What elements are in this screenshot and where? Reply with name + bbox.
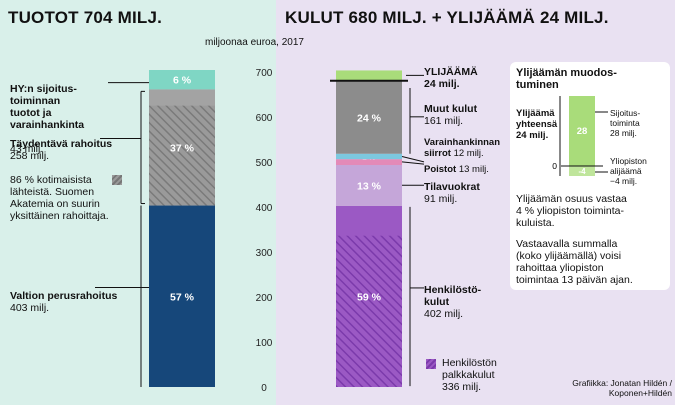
university-deficit-label: Yliopiston alijäämä −4 milj.	[610, 156, 647, 186]
cost-bar-subsegment	[336, 235, 402, 387]
y-tick-label: 0	[261, 383, 267, 394]
personnel-costs-label: Henkilöstö- kulut 402 milj.	[424, 284, 504, 320]
salary-costs-swatch	[426, 359, 436, 369]
personnel-costs-value: 402 milj.	[424, 308, 464, 320]
investment-income-value: 28	[577, 126, 588, 137]
cost-bar-segment	[336, 165, 402, 206]
cost-bar-segment	[336, 159, 402, 166]
surplus-total-label: Ylijäämä yhteensä 24 milj.	[516, 108, 558, 141]
surplus-title: YLIJÄÄMÄ	[424, 66, 478, 78]
domestic-share-swatch	[112, 175, 122, 185]
fundraising-transfers-value: 12 milj.	[453, 148, 484, 159]
hy-income-title: HY:n sijoitus- toiminnan tuotot ja varai…	[10, 83, 85, 131]
income-panel-background	[0, 0, 276, 405]
depreciation-leader	[401, 161, 425, 165]
state-funding-title: Valtion perusrahoitus	[10, 290, 118, 302]
depreciation-label: Poistot 13 milj.	[424, 164, 514, 175]
surplus-formation-title: Ylijäämän muodos- tuminen	[516, 67, 617, 91]
supplementary-funding-label: Täydentävä rahoitus 258 milj.	[10, 138, 150, 162]
y-tick-label: 500	[256, 158, 273, 169]
income-bar-pct-label: 6 %	[173, 75, 192, 87]
y-tick-label: 700	[256, 68, 273, 79]
y-tick-label: 600	[256, 113, 273, 124]
income-bar-segment	[149, 89, 215, 206]
fundraising-transfers-label: Varainhankinnan siirrot 12 milj.	[424, 137, 514, 159]
y-tick-label: 100	[256, 338, 273, 349]
zero-tick: 0	[552, 161, 557, 171]
salary-costs-note: Henkilöstön palkkakulut 336 milj.	[442, 357, 497, 393]
surplus-share-text: Ylijäämän osuus vastaa 4 % yliopiston to…	[516, 193, 627, 229]
other-costs-value: 161 milj.	[424, 115, 464, 127]
income-bar-segment	[149, 205, 215, 387]
rent-title: Tilavuokrat	[424, 181, 480, 193]
rent-label: Tilavuokrat 91 milj.	[424, 181, 514, 205]
y-tick-label: 300	[256, 248, 273, 259]
cost-bar-segment	[336, 153, 402, 160]
surplus-funding-text: Vastaavalla summalla (koko ylijäämällä) …	[516, 238, 633, 286]
state-funding-label: Valtion perusrahoitus 403 milj.	[10, 290, 150, 314]
university-deficit-value: -4	[578, 167, 586, 176]
income-title: TUOTOT 704 MILJ.	[8, 8, 163, 27]
surplus-label: YLIJÄÄMÄ 24 milj.	[424, 66, 504, 90]
investment-income-bar	[569, 96, 595, 166]
hy-income-value: 43 milj.	[10, 143, 44, 155]
fundraising-transfers-title: Varainhankinnan siirrot	[424, 137, 501, 159]
cost-bar-segment	[336, 81, 402, 154]
transfers-leader	[401, 155, 425, 163]
credit: Grafiikka: Jonatan Hildén / Koponen+Hild…	[572, 378, 672, 398]
investment-income-label: Sijoitus- toiminta 28 milj.	[610, 108, 641, 138]
university-deficit-bar	[569, 166, 595, 176]
supplementary-funding-value: 258 milj.	[10, 150, 50, 162]
income-bar-pct-label: 37 %	[170, 142, 195, 154]
y-tick-label: 400	[256, 203, 273, 214]
cost-bar-pct-label: 13 %	[357, 180, 382, 192]
cost-bar-pct-label: 59 %	[357, 291, 382, 303]
cost-bar-segment	[336, 70, 402, 82]
personnel-costs-title: Henkilöstö- kulut	[424, 284, 482, 308]
income-bar-pct-label: 57 %	[170, 291, 195, 303]
supplementary-funding-note: 86 % kotimaisista lähteistä. Suomen Akat…	[10, 174, 109, 222]
supplementary-funding-title: Täydentävä rahoitus	[10, 138, 113, 150]
y-tick-label: 200	[256, 293, 273, 304]
unit-label: miljoonaa euroa, 2017	[205, 37, 304, 48]
income-bar-subsegment	[149, 89, 215, 106]
expense-title: KULUT 680 MILJ. + YLIJÄÄMÄ 24 MILJ.	[285, 8, 609, 27]
income-bar-segment	[149, 70, 215, 90]
surplus-value: 24 milj.	[424, 78, 460, 90]
rent-value: 91 milj.	[424, 193, 458, 205]
other-costs-label: Muut kulut 161 milj.	[424, 103, 504, 127]
depreciation-title: Poistot	[424, 164, 457, 175]
state-funding-value: 403 milj.	[10, 302, 50, 314]
cost-bar-pct-label: 24 %	[357, 113, 382, 125]
depreciation-value: 13 milj.	[458, 164, 489, 175]
other-costs-title: Muut kulut	[424, 103, 478, 115]
hy-income-label: HY:n sijoitus- toiminnan tuotot ja varai…	[10, 71, 140, 155]
